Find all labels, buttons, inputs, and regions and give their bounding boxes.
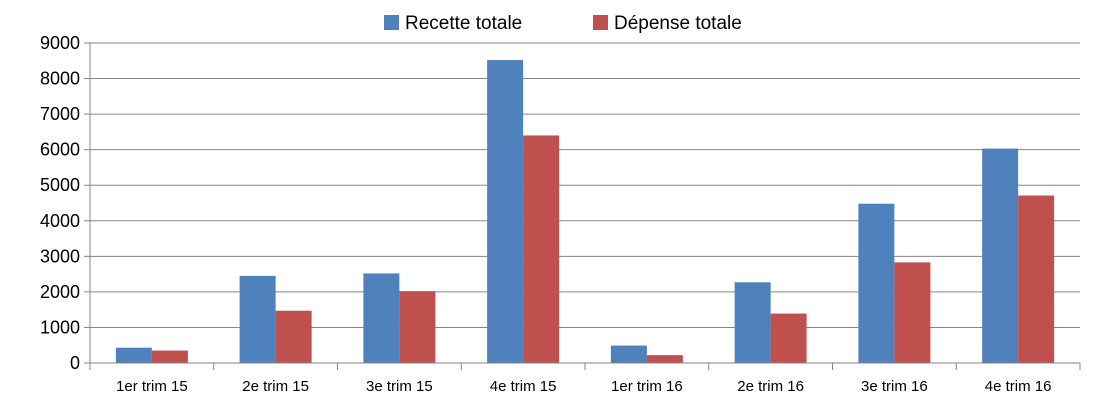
bar-recette-5	[610, 345, 647, 363]
x-tick-label: 2e trim 16	[737, 378, 804, 395]
legend-label-depense: Dépense totale	[614, 13, 742, 34]
legend: Recette totale Dépense totale	[384, 13, 742, 34]
y-tick-label: 2000	[40, 282, 80, 302]
bars	[115, 60, 1055, 364]
bar-depense-6	[770, 313, 807, 363]
legend-swatch-depense	[593, 15, 608, 30]
x-tick-label: 2e trim 15	[242, 378, 309, 395]
bar-depense-2	[275, 310, 312, 363]
y-tick-label: 7000	[40, 104, 80, 124]
y-tick-label: 8000	[40, 69, 80, 89]
y-tick-label: 1000	[40, 317, 80, 337]
bar-depense-3	[399, 291, 436, 363]
y-tick-label: 0	[70, 353, 80, 373]
y-tick-label: 6000	[40, 140, 80, 160]
bar-depense-5	[646, 355, 683, 363]
bar-recette-4	[487, 60, 524, 364]
legend-swatch-recette	[384, 15, 399, 30]
legend-label-recette: Recette totale	[405, 13, 522, 34]
y-tick-label: 3000	[40, 246, 80, 266]
y-tick-label: 9000	[40, 33, 80, 53]
x-tick-label: 3e trim 16	[861, 378, 928, 395]
bar-depense-7	[894, 262, 931, 363]
bar-recette-8	[982, 148, 1019, 363]
bar-depense-8	[1018, 195, 1055, 363]
x-tick-label: 1er trim 16	[611, 378, 683, 395]
bar-depense-1	[151, 350, 188, 363]
bar-recette-2	[239, 275, 276, 363]
y-tick-label: 5000	[40, 175, 80, 195]
x-axis-ticks: 1er trim 15 2e trim 15 3e trim 15 4e trim 1…	[89, 363, 1081, 395]
bar-recette-3	[363, 273, 400, 363]
bar-recette-7	[858, 203, 895, 363]
bar-recette-6	[734, 282, 771, 363]
bar-recette-1	[115, 347, 152, 363]
y-tick-label: 4000	[40, 211, 80, 231]
bar-depense-4	[523, 135, 560, 363]
x-tick-label: 4e trim 15	[490, 378, 557, 395]
axes	[89, 43, 1080, 364]
y-axis-ticks: 0 1000 2000 3000 4000 5000 6000 7000 8000 9000	[40, 33, 90, 373]
x-tick-label: 1er trim 15	[116, 378, 188, 395]
x-tick-label: 4e trim 16	[985, 378, 1052, 395]
x-tick-label: 3e trim 15	[366, 378, 433, 395]
gridlines	[90, 42, 1080, 328]
